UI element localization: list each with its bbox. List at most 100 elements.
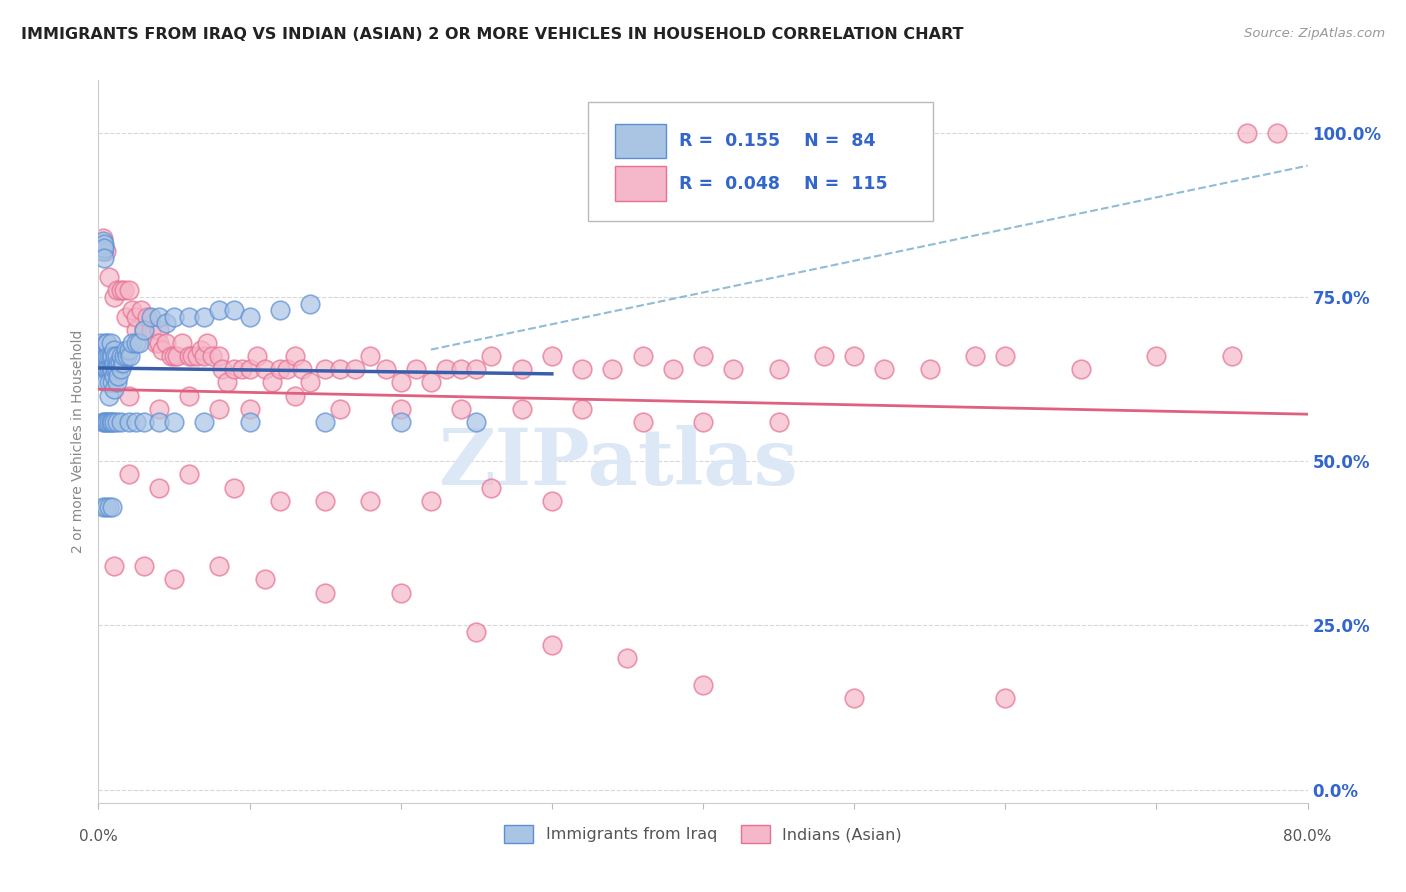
Text: R =  0.048    N =  115: R = 0.048 N = 115	[679, 175, 887, 193]
Indians (Asian)	[125, 323, 148, 337]
Text: Source: ZipAtlas.com: Source: ZipAtlas.com	[1244, 27, 1385, 40]
Indians (Asian)	[465, 362, 488, 376]
Immigrants from Iraq	[120, 349, 142, 363]
Indians (Asian)	[389, 585, 412, 599]
Indians (Asian)	[253, 573, 276, 587]
Immigrants from Iraq	[125, 415, 148, 429]
Indians (Asian)	[148, 323, 170, 337]
Indians (Asian)	[1236, 126, 1258, 140]
Immigrants from Iraq	[110, 349, 132, 363]
Indians (Asian)	[231, 362, 253, 376]
Immigrants from Iraq	[94, 376, 117, 390]
Indians (Asian)	[112, 284, 135, 298]
Indians (Asian)	[269, 493, 291, 508]
Indians (Asian)	[1144, 349, 1167, 363]
Indians (Asian)	[768, 415, 790, 429]
Immigrants from Iraq	[269, 303, 291, 318]
Indians (Asian)	[262, 376, 284, 390]
Indians (Asian)	[434, 362, 457, 376]
Indians (Asian)	[314, 493, 336, 508]
Indians (Asian)	[148, 481, 170, 495]
Text: IMMIGRANTS FROM IRAQ VS INDIAN (ASIAN) 2 OR MORE VEHICLES IN HOUSEHOLD CORRELATI: IMMIGRANTS FROM IRAQ VS INDIAN (ASIAN) 2…	[21, 27, 963, 42]
Indians (Asian)	[160, 349, 183, 363]
Immigrants from Iraq	[179, 310, 201, 324]
Indians (Asian)	[374, 362, 396, 376]
Indians (Asian)	[692, 349, 714, 363]
Indians (Asian)	[103, 559, 125, 574]
Immigrants from Iraq	[132, 415, 155, 429]
Indians (Asian)	[873, 362, 896, 376]
Immigrants from Iraq	[98, 415, 121, 429]
Legend: Immigrants from Iraq, Indians (Asian): Immigrants from Iraq, Indians (Asian)	[498, 819, 908, 849]
Indians (Asian)	[110, 284, 132, 298]
Immigrants from Iraq	[91, 234, 114, 248]
Immigrants from Iraq	[98, 362, 121, 376]
Indians (Asian)	[105, 284, 128, 298]
Indians (Asian)	[129, 303, 152, 318]
Indians (Asian)	[360, 349, 382, 363]
Immigrants from Iraq	[100, 362, 122, 376]
Immigrants from Iraq	[239, 415, 262, 429]
Immigrants from Iraq	[103, 382, 125, 396]
Indians (Asian)	[844, 690, 866, 705]
Indians (Asian)	[540, 493, 562, 508]
Immigrants from Iraq	[94, 362, 117, 376]
Immigrants from Iraq	[110, 362, 132, 376]
Immigrants from Iraq	[91, 500, 114, 515]
Indians (Asian)	[420, 493, 443, 508]
Immigrants from Iraq	[239, 310, 262, 324]
Indians (Asian)	[994, 690, 1017, 705]
Immigrants from Iraq	[163, 415, 186, 429]
Text: 0.0%: 0.0%	[79, 829, 118, 844]
Indians (Asian)	[481, 349, 503, 363]
Immigrants from Iraq	[100, 415, 122, 429]
Indians (Asian)	[994, 349, 1017, 363]
Immigrants from Iraq	[224, 303, 246, 318]
Indians (Asian)	[114, 310, 136, 324]
Indians (Asian)	[186, 349, 208, 363]
Immigrants from Iraq	[105, 376, 128, 390]
Indians (Asian)	[132, 559, 155, 574]
Text: R =  0.155    N =  84: R = 0.155 N = 84	[679, 132, 876, 150]
Indians (Asian)	[284, 388, 307, 402]
Immigrants from Iraq	[101, 349, 124, 363]
Indians (Asian)	[450, 401, 472, 416]
Immigrants from Iraq	[121, 336, 143, 351]
Immigrants from Iraq	[389, 415, 412, 429]
Bar	[614, 124, 665, 158]
FancyBboxPatch shape	[588, 102, 932, 221]
Indians (Asian)	[141, 323, 163, 337]
Indians (Asian)	[540, 638, 562, 652]
Indians (Asian)	[450, 362, 472, 376]
Immigrants from Iraq	[91, 415, 114, 429]
Indians (Asian)	[98, 270, 121, 285]
Immigrants from Iraq	[103, 368, 125, 383]
Indians (Asian)	[1220, 349, 1243, 363]
Immigrants from Iraq	[90, 336, 112, 351]
Indians (Asian)	[314, 362, 336, 376]
Indians (Asian)	[224, 481, 246, 495]
Indians (Asian)	[148, 401, 170, 416]
Indians (Asian)	[246, 349, 269, 363]
Indians (Asian)	[215, 376, 238, 390]
Indians (Asian)	[170, 336, 193, 351]
Immigrants from Iraq	[108, 356, 131, 370]
Immigrants from Iraq	[91, 244, 114, 258]
Indians (Asian)	[179, 467, 201, 482]
Indians (Asian)	[276, 362, 298, 376]
Immigrants from Iraq	[115, 349, 138, 363]
Indians (Asian)	[540, 349, 562, 363]
Indians (Asian)	[118, 388, 141, 402]
Indians (Asian)	[132, 323, 155, 337]
Immigrants from Iraq	[110, 415, 132, 429]
Immigrants from Iraq	[148, 415, 170, 429]
Immigrants from Iraq	[105, 349, 128, 363]
Indians (Asian)	[510, 362, 533, 376]
Indians (Asian)	[179, 349, 201, 363]
Indians (Asian)	[299, 376, 322, 390]
Immigrants from Iraq	[112, 349, 135, 363]
Indians (Asian)	[239, 401, 262, 416]
Indians (Asian)	[965, 349, 987, 363]
Indians (Asian)	[166, 349, 188, 363]
Indians (Asian)	[723, 362, 745, 376]
